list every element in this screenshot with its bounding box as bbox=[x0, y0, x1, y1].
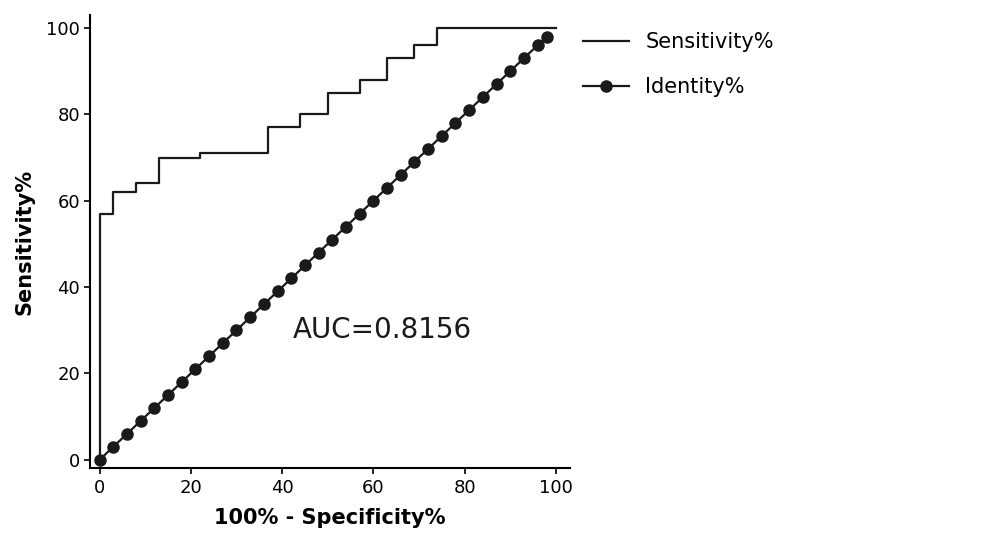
Identity% bbox=[395, 172, 407, 178]
Sensitivity% bbox=[130, 189, 142, 195]
Identity% bbox=[299, 262, 311, 269]
Identity% bbox=[463, 107, 475, 113]
Sensitivity% bbox=[262, 150, 274, 156]
Identity% bbox=[107, 444, 119, 450]
Line: Sensitivity%: Sensitivity% bbox=[100, 28, 556, 460]
Identity% bbox=[176, 379, 188, 386]
Identity% bbox=[230, 327, 242, 333]
Identity% bbox=[189, 366, 201, 372]
Identity% bbox=[203, 353, 215, 359]
Sensitivity% bbox=[94, 457, 106, 463]
Sensitivity% bbox=[262, 124, 274, 130]
Y-axis label: Sensitivity%: Sensitivity% bbox=[15, 169, 35, 315]
Identity% bbox=[148, 405, 160, 411]
Identity% bbox=[272, 288, 284, 295]
Sensitivity% bbox=[322, 90, 334, 96]
Identity% bbox=[541, 33, 553, 40]
Sensitivity% bbox=[408, 55, 420, 61]
Identity% bbox=[285, 275, 297, 282]
Identity% bbox=[367, 198, 379, 204]
Identity% bbox=[449, 119, 461, 126]
Identity% bbox=[354, 210, 366, 217]
Sensitivity% bbox=[381, 77, 393, 83]
Sensitivity% bbox=[322, 111, 334, 118]
Identity% bbox=[518, 55, 530, 61]
Identity% bbox=[532, 42, 544, 48]
Sensitivity% bbox=[194, 154, 206, 161]
Sensitivity% bbox=[431, 24, 443, 31]
Sensitivity% bbox=[550, 24, 562, 31]
Identity% bbox=[326, 236, 338, 243]
Identity% bbox=[422, 146, 434, 152]
Sensitivity% bbox=[354, 90, 366, 96]
Sensitivity% bbox=[294, 111, 306, 118]
Identity% bbox=[477, 94, 489, 100]
Identity% bbox=[408, 159, 420, 165]
Identity% bbox=[162, 392, 174, 399]
Identity% bbox=[504, 68, 516, 74]
Sensitivity% bbox=[408, 42, 420, 48]
X-axis label: 100% - Specificity%: 100% - Specificity% bbox=[214, 508, 446, 528]
Sensitivity% bbox=[153, 154, 165, 161]
Identity% bbox=[94, 457, 106, 463]
Identity% bbox=[340, 223, 352, 230]
Text: AUC=0.8156: AUC=0.8156 bbox=[293, 316, 472, 344]
Sensitivity% bbox=[107, 189, 119, 195]
Sensitivity% bbox=[107, 210, 119, 217]
Identity% bbox=[313, 249, 325, 256]
Identity% bbox=[258, 301, 270, 308]
Identity% bbox=[121, 431, 133, 437]
Identity% bbox=[217, 340, 229, 346]
Sensitivity% bbox=[294, 124, 306, 130]
Sensitivity% bbox=[354, 77, 366, 83]
Sensitivity% bbox=[381, 55, 393, 61]
Identity% bbox=[135, 418, 147, 424]
Sensitivity% bbox=[130, 180, 142, 187]
Sensitivity% bbox=[194, 150, 206, 156]
Identity% bbox=[244, 314, 256, 320]
Identity% bbox=[436, 132, 448, 139]
Identity% bbox=[381, 185, 393, 191]
Sensitivity% bbox=[431, 42, 443, 48]
Identity% bbox=[491, 81, 503, 87]
Legend: Sensitivity%, Identity%: Sensitivity%, Identity% bbox=[574, 24, 782, 106]
Sensitivity% bbox=[153, 180, 165, 187]
Sensitivity% bbox=[94, 210, 106, 217]
Line: Identity%: Identity% bbox=[94, 31, 552, 465]
